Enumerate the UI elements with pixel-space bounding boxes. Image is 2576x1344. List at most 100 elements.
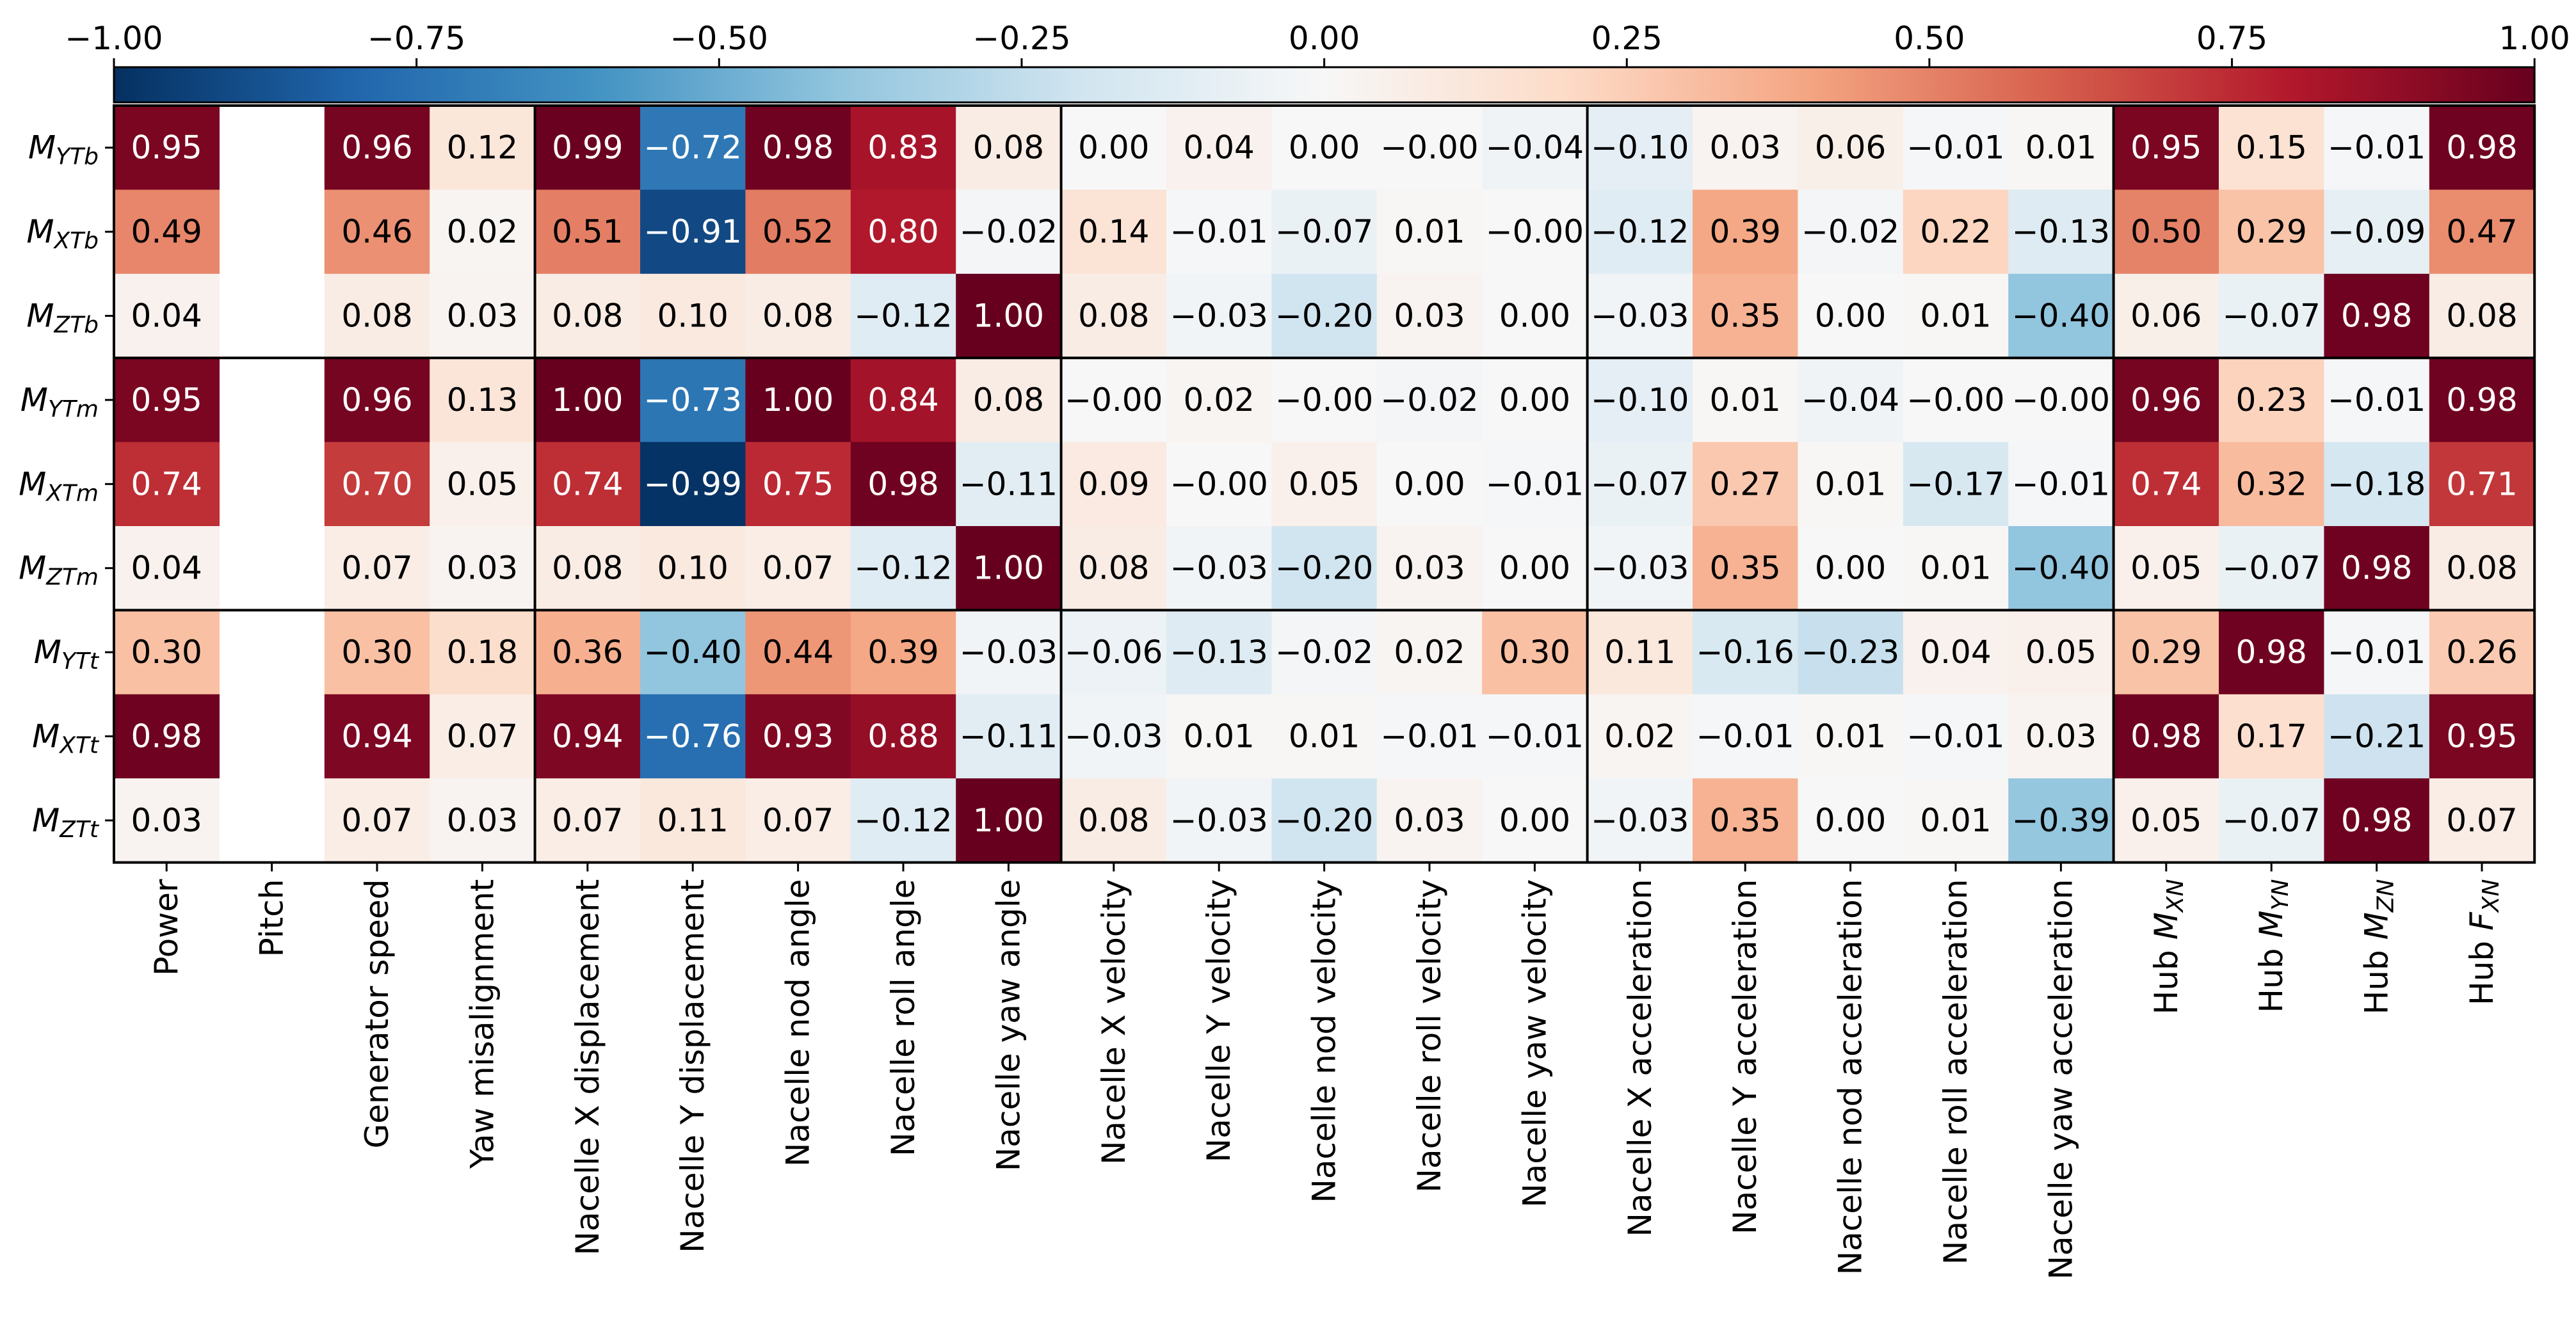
heatmap-cell [324,358,430,443]
cell-value-label: 0.30 [1499,634,1570,671]
heatmap-cell [1166,106,1272,190]
heatmap-cell [2008,442,2114,527]
colorbar-gradient [113,66,2536,104]
cell-value-label: −0.01 [1486,465,1584,502]
colorbar-tick-label: −0.75 [367,20,465,57]
cell-value-label: −0.23 [1801,634,1899,671]
cell-value-label: 0.00 [1499,802,1570,839]
heatmap-cell [2324,189,2430,275]
cell-value-label: 0.07 [447,718,518,755]
cell-value-label: 0.08 [2446,550,2517,587]
heatmap-cell [1166,778,1272,863]
heatmap-cell [324,526,430,611]
colorbar-tick-label: 0.75 [2196,20,2267,57]
colorbar-tick-label: −0.25 [972,20,1070,57]
heatmap-cell [1693,526,1798,611]
heatmap-cell [1903,610,2009,695]
cell-value-label: 0.39 [867,634,938,671]
heatmap-cell [1587,610,1693,695]
cell-value-label: −0.39 [2012,802,2110,839]
cell-value-label: −0.12 [1591,213,1689,250]
heatmap-cell [1061,189,1167,275]
heatmap-cell [324,694,430,779]
cell-value-label: 0.03 [1710,129,1781,166]
heatmap-cell [956,189,1062,275]
cell-value-label: 0.01 [1815,718,1886,755]
heatmap-cell [1061,273,1167,358]
heatmap-cell [850,526,956,611]
heatmap-cell [1693,358,1798,443]
cell-value-label: 1.00 [762,381,833,419]
heatmap-cell [1587,694,1693,779]
heatmap-cell [1061,442,1167,527]
heatmap-cell [1376,189,1483,275]
heatmap-cell [1061,610,1167,695]
colorbar-tick-label: 0.00 [1289,20,1360,57]
heatmap-cell [1271,189,1378,275]
heatmap-cell [1376,610,1483,695]
heatmap-cell [114,358,220,443]
cell-value-label: 0.08 [552,298,623,335]
heatmap-cell [956,358,1062,443]
cell-value-label: 0.04 [1184,129,1255,166]
heatmap-cell [1903,778,2009,863]
heatmap-cell [114,778,220,863]
heatmap-cell [2429,358,2535,443]
heatmap-cell [1587,273,1693,358]
heatmap-cell [2429,273,2535,358]
heatmap-cell [850,273,956,358]
heatmap-cell [535,189,641,275]
heatmap-cell [2008,189,2114,275]
heatmap-cell [850,106,956,190]
cell-value-label: −0.01 [2012,465,2110,502]
heatmap-cell [2429,189,2535,275]
heatmap-cell [2008,526,2114,611]
cell-value-label: 0.13 [447,381,518,419]
cell-value-label: −0.01 [2328,381,2426,419]
heatmap-cell [1271,778,1378,863]
cell-value-label: 0.52 [762,213,833,250]
heatmap-cell [850,778,956,863]
cell-value-label: 0.95 [2446,718,2517,755]
cell-value-label: 0.98 [762,129,833,166]
heatmap-cell [850,694,956,779]
column-label: Nacelle nod acceleration [1832,879,1869,1276]
heatmap-cell [745,273,851,358]
heatmap-cell [2429,694,2535,779]
cell-value-label: 0.15 [2236,129,2307,166]
heatmap-cell [2008,610,2114,695]
cell-value-label: 0.98 [867,465,938,502]
cell-value-label: −0.03 [1065,718,1163,755]
cell-value-label: 0.30 [131,634,202,671]
heatmap-cell [1798,694,1904,779]
heatmap-cell [2008,273,2114,358]
heatmap-cell [1376,442,1483,527]
cell-value-label: 0.12 [447,129,518,166]
heatmap-cell [1166,442,1272,527]
heatmap-cell [430,778,536,863]
heatmap-cell [114,189,220,275]
heatmap-cell [1798,189,1904,275]
heatmap-cell [2008,778,2114,863]
cell-value-label: −0.02 [1380,381,1478,419]
cell-value-label: −0.12 [854,298,952,335]
heatmap-cell [745,778,851,863]
cell-value-label: 0.09 [1078,465,1149,502]
cell-value-label: 0.02 [1604,718,1675,755]
heatmap-cell [2008,358,2114,443]
cell-value-label: 0.95 [2130,129,2202,166]
cell-value-label: 0.80 [867,213,938,250]
heatmap-cell [1482,526,1588,611]
cell-value-label: 0.32 [2236,465,2307,502]
column-label: Hub MYN [2253,879,2294,1013]
cell-value-label: −0.03 [1591,550,1689,587]
cell-value-label: −0.40 [644,634,742,671]
row-labels: MYTb MXTb MZTb MYTm MXTm MZTm MYTt MXTt MZTt [19,129,114,842]
heatmap-cell [1376,526,1483,611]
column-label: Hub FXN [2463,879,2504,1005]
heatmap-cell [2113,106,2219,190]
heatmap-cell [324,189,430,275]
heatmap-cell [1482,358,1588,443]
cell-value-label: 0.03 [447,550,518,587]
